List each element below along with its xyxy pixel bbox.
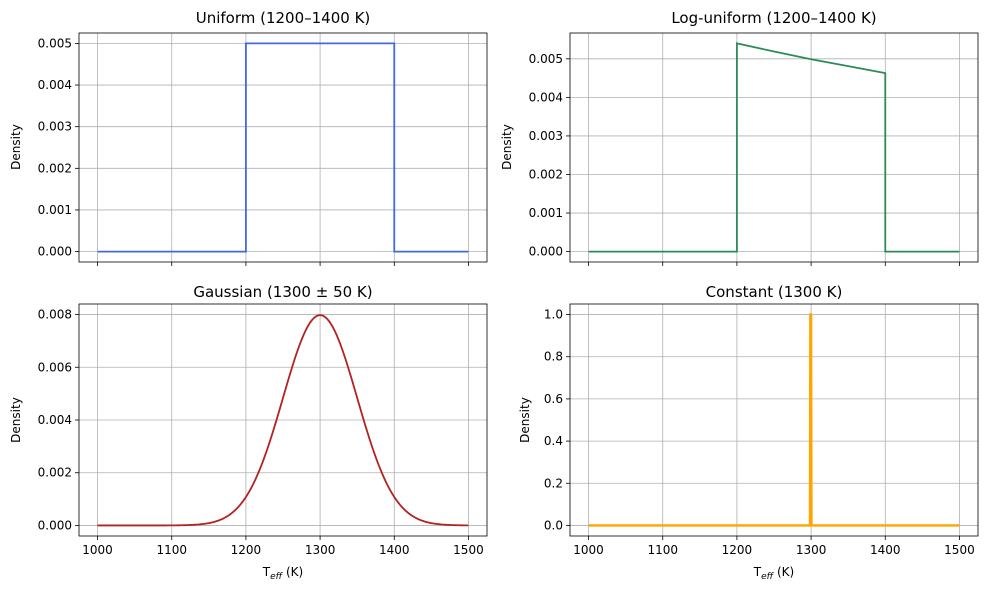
y-tick-label: 0.001 — [529, 206, 563, 220]
x-tick-label: 1200 — [231, 543, 262, 557]
y-axis: 0.000 0.001 0.002 0.003 0.004 0.005 — [38, 36, 79, 259]
y-tick-label: 0.003 — [38, 120, 72, 134]
y-tick-label: 0.004 — [38, 78, 72, 92]
grid — [570, 33, 978, 262]
y-tick-label: 0.005 — [38, 36, 72, 50]
y-axis-label: Density — [9, 124, 23, 170]
plot-frame — [78, 32, 488, 263]
y-tick-label: 0.002 — [38, 161, 72, 175]
x-tick-label: 1300 — [796, 543, 827, 557]
y-tick-label: 0.004 — [38, 413, 72, 427]
series-line — [588, 42, 960, 253]
panel-gaussian: Gaussian (1300 ± 50 K) 1000 1100 1200 1300 1… — [9, 283, 488, 582]
y-axis: 0.000 0.002 0.004 0.006 0.008 — [38, 308, 79, 532]
grid — [79, 33, 487, 262]
x-tick-label: 1400 — [379, 543, 410, 557]
x-tick-label: 1200 — [722, 543, 753, 557]
y-tick-label: 0.004 — [529, 90, 563, 104]
x-axis-label: Teff (K) — [262, 565, 303, 582]
series-line — [97, 314, 469, 527]
panel-constant: Constant (1300 K) 1000 1100 1200 1300 1400 15… — [518, 283, 979, 582]
x-tick-label: 1500 — [944, 543, 975, 557]
y-tick-label: 0.2 — [544, 476, 563, 490]
panel-log-uniform: Log-uniform (1200–1400 K) 0.0000.0010.00… — [500, 9, 979, 266]
y-axis-label: Density — [9, 397, 23, 443]
y-tick-label: 1.0 — [544, 308, 563, 322]
y-axis-label: Density — [518, 397, 532, 443]
grid — [570, 304, 978, 536]
y-tick-label: 0.002 — [38, 466, 72, 480]
series-line — [97, 42, 469, 253]
x-tick-label: 1100 — [156, 543, 187, 557]
y-tick-label: 0.000 — [38, 518, 72, 532]
x-tick-label: 1400 — [870, 543, 901, 557]
x-tick-label: 1300 — [305, 543, 336, 557]
plot-frame — [569, 32, 979, 263]
x-tick-label: 1500 — [453, 543, 484, 557]
y-tick-label: 0.6 — [544, 392, 563, 406]
grid — [79, 304, 487, 536]
panel-title: Uniform (1200–1400 K) — [196, 9, 371, 27]
y-tick-label: 0.008 — [38, 308, 72, 322]
panel-title: Constant (1300 K) — [706, 283, 843, 301]
y-tick-label: 0.003 — [529, 129, 563, 143]
x-axis — [588, 262, 960, 266]
x-tick-label: 1100 — [647, 543, 678, 557]
y-tick-label: 0.001 — [38, 203, 72, 217]
y-tick-label: 0.000 — [38, 245, 72, 259]
y-tick-label: 0.8 — [544, 350, 563, 364]
y-tick-label: 0.006 — [38, 360, 72, 374]
plot-frame — [569, 303, 979, 537]
x-tick-label: 1000 — [82, 543, 113, 557]
panel-uniform: Uniform (1200–1400 K) 0.0000.0010.0020.0… — [9, 9, 488, 266]
y-tick-label: 0.4 — [544, 434, 563, 448]
y-tick-label: 0.000 — [529, 245, 563, 259]
y-tick-label: 0.005 — [529, 52, 563, 66]
panel-title: Log-uniform (1200–1400 K) — [671, 9, 876, 27]
x-tick-label: 1000 — [573, 543, 604, 557]
x-axis-label: Teff (K) — [753, 565, 794, 582]
x-axis: 1000 1100 1200 1300 1400 1500 — [82, 536, 484, 557]
panel-title: Gaussian (1300 ± 50 K) — [193, 283, 372, 301]
series-line — [588, 313, 960, 527]
x-axis — [97, 262, 469, 266]
y-tick-label: 0.002 — [529, 167, 563, 181]
y-axis: 0.0 0.2 0.4 0.6 0.8 1.0 — [544, 308, 570, 532]
x-axis: 1000 1100 1200 1300 1400 1500 — [573, 536, 975, 557]
y-axis-label: Density — [500, 124, 514, 170]
y-axis: 0.000 0.001 0.002 0.003 0.004 0.005 — [529, 52, 570, 259]
y-tick-label: 0.0 — [544, 518, 563, 532]
